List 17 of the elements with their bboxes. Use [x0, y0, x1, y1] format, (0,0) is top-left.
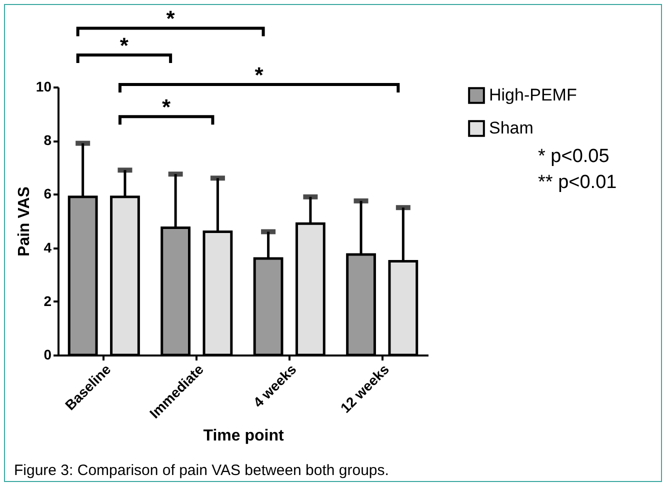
text: * [254, 62, 264, 88]
annotation: * [162, 94, 172, 120]
y-tick-label: 8 [44, 132, 52, 148]
y-tick-label: 6 [44, 186, 52, 202]
y-tick-label: 4 [44, 239, 52, 256]
text: ** p<0.01 [538, 172, 617, 193]
x-axis-title: Time point [203, 427, 284, 444]
y-tick-label: 2 [44, 292, 52, 309]
y-tick-label: 10 [36, 78, 52, 94]
legend-label: High-PEMF [489, 86, 577, 104]
text: * p<0.05 [538, 146, 610, 167]
y-axis-title: Pain VAS [16, 186, 33, 256]
caption: Figure 3: Comparison of pain VAS between both groups. [14, 462, 389, 479]
y-tick-label: 0 [44, 346, 52, 362]
legend-label: Sham [489, 118, 534, 138]
text: * [166, 6, 176, 32]
text: * [120, 33, 129, 58]
